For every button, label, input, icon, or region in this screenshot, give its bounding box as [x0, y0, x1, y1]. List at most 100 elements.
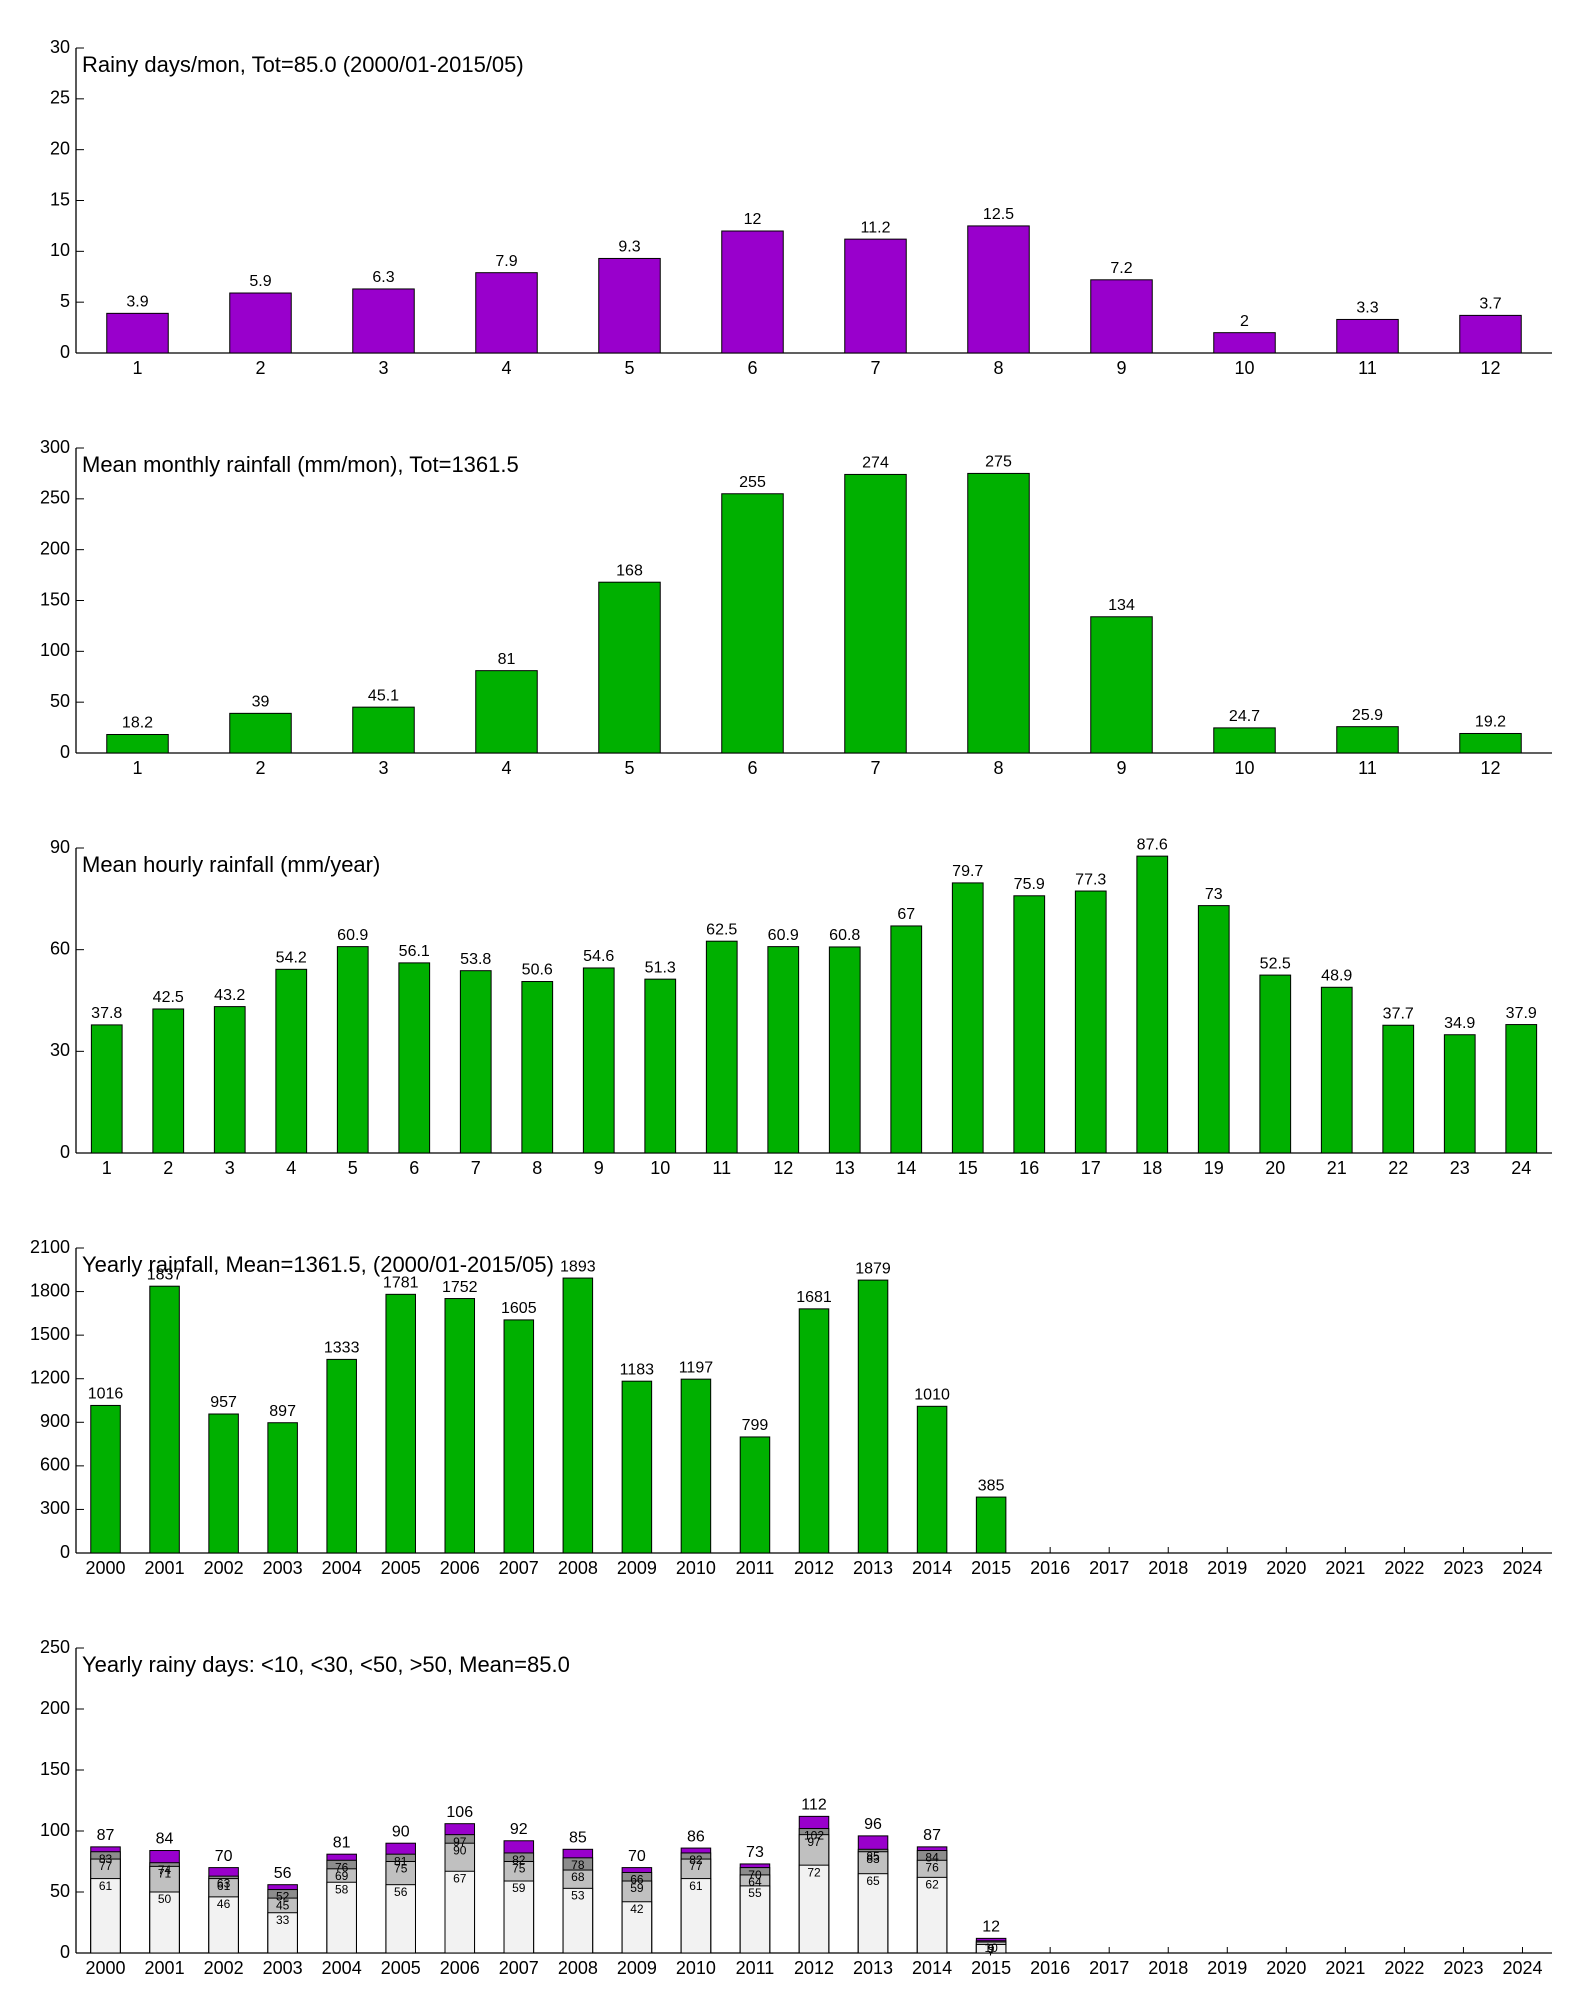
bar: [916, 1876, 948, 1954]
bar: [352, 706, 415, 754]
value-label: 1879: [855, 1260, 891, 1277]
x-tick-label: 2002: [204, 1958, 244, 1978]
value-label: 79.7: [952, 863, 983, 880]
value-label: 65: [866, 1874, 880, 1888]
x-tick-label: 2009: [617, 1958, 657, 1978]
bar: [229, 292, 292, 354]
value-label: 50.6: [522, 962, 553, 979]
bar: [1074, 890, 1107, 1154]
value-label: 34.9: [1444, 1015, 1475, 1032]
value-label: 82: [512, 1853, 526, 1867]
bar: [1459, 314, 1522, 354]
value-label: 85: [569, 1830, 587, 1847]
y-tick-label: 200: [40, 538, 70, 558]
value-label: 168: [616, 562, 643, 579]
value-label: 9: [988, 1942, 995, 1956]
chart-title: Mean hourly rainfall (mm/year): [82, 852, 380, 877]
bar: [521, 981, 554, 1154]
bar: [336, 946, 369, 1154]
x-tick-label: 2023: [1443, 1558, 1483, 1578]
value-label: 42: [630, 1902, 644, 1916]
value-label: 75: [512, 1862, 526, 1876]
bar: [1090, 279, 1153, 354]
x-tick-label: 2012: [794, 1958, 834, 1978]
bar: [503, 1880, 535, 1954]
value-label: 63: [217, 1876, 231, 1890]
x-tick-label: 2024: [1502, 1558, 1542, 1578]
x-tick-label: 2021: [1325, 1958, 1365, 1978]
value-label: 83: [866, 1852, 880, 1866]
x-tick-label: 2: [163, 1158, 173, 1178]
x-tick-label: 16: [1019, 1158, 1039, 1178]
x-tick-label: 2000: [85, 1558, 125, 1578]
bar: [352, 288, 415, 354]
value-label: 274: [862, 455, 889, 472]
x-tick-label: 2008: [558, 1558, 598, 1578]
bar: [1259, 974, 1292, 1154]
y-tick-label: 2100: [30, 1237, 70, 1257]
x-tick-label: 4: [286, 1158, 296, 1178]
y-tick-label: 90: [50, 837, 70, 857]
x-tick-label: 2015: [971, 1958, 1011, 1978]
bar: [152, 1008, 185, 1154]
x-tick-label: 2010: [676, 1558, 716, 1578]
value-label: 56: [274, 1865, 292, 1882]
y-tick-label: 300: [40, 437, 70, 457]
value-label: 1893: [560, 1258, 596, 1275]
x-tick-label: 3: [225, 1158, 235, 1178]
y-tick-label: 100: [40, 640, 70, 660]
y-tick-label: 0: [60, 742, 70, 762]
value-label: 9.3: [618, 239, 640, 256]
value-label: 25.9: [1352, 707, 1383, 724]
bar: [213, 1006, 246, 1154]
bar: [208, 1896, 239, 1954]
x-tick-label: 2010: [676, 1958, 716, 1978]
value-label: 42.5: [153, 989, 184, 1006]
x-tick-label: 9: [1116, 758, 1126, 778]
y-tick-label: 30: [50, 37, 70, 57]
bar: [562, 1887, 594, 1954]
value-label: 74: [158, 1863, 172, 1877]
y-tick-label: 900: [40, 1411, 70, 1431]
bar: [106, 733, 169, 754]
bar: [705, 940, 738, 1154]
bar: [1336, 318, 1399, 354]
chart-title: Yearly rainy days: <10, <30, <50, >50, M…: [82, 1652, 570, 1677]
x-tick-label: 2022: [1384, 1958, 1424, 1978]
value-label: 43.2: [214, 987, 245, 1004]
bar: [1320, 986, 1353, 1154]
x-tick-label: 3: [378, 358, 388, 378]
value-label: 1681: [796, 1289, 832, 1306]
value-label: 67: [453, 1871, 467, 1885]
value-label: 50: [158, 1892, 172, 1906]
bar: [1382, 1024, 1415, 1154]
value-label: 58: [335, 1882, 349, 1896]
value-label: 33: [276, 1913, 290, 1927]
value-label: 12: [744, 211, 762, 228]
value-label: 12: [982, 1919, 1000, 1936]
value-label: 54.2: [276, 950, 307, 967]
x-tick-label: 11: [1358, 358, 1377, 378]
value-label: 69: [335, 1869, 349, 1883]
value-label: 81: [394, 1854, 408, 1868]
value-label: 73: [746, 1844, 764, 1861]
value-label: 3.7: [1479, 296, 1501, 313]
bar: [739, 1885, 771, 1954]
x-tick-label: 10: [650, 1158, 670, 1178]
y-tick-label: 15: [50, 189, 70, 209]
value-label: 1605: [501, 1300, 537, 1317]
value-label: 255: [739, 474, 766, 491]
value-label: 75.9: [1014, 876, 1045, 893]
bar: [90, 1024, 123, 1154]
y-tick-label: 10: [50, 240, 70, 260]
y-tick-label: 250: [40, 1637, 70, 1657]
x-tick-label: 2020: [1266, 1958, 1306, 1978]
x-tick-label: 2022: [1384, 1558, 1424, 1578]
bar: [857, 1279, 889, 1554]
bar: [798, 1864, 830, 1954]
value-label: 19.2: [1475, 714, 1506, 731]
value-label: 46: [217, 1897, 231, 1911]
bar: [326, 1881, 357, 1954]
x-tick-label: 2003: [263, 1558, 303, 1578]
